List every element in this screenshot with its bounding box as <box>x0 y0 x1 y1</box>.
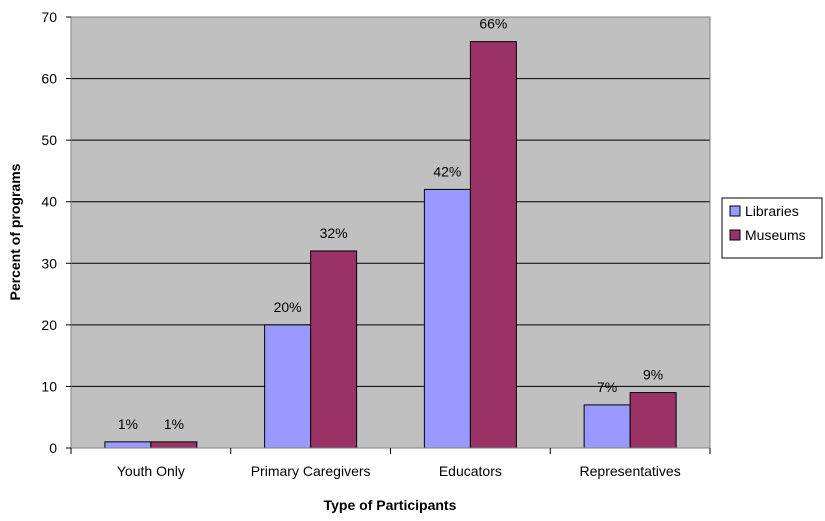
data-labels: 1% 1% 20% 32% 42% 66% 7% 9% <box>118 16 663 432</box>
data-label: 7% <box>597 379 617 395</box>
data-label: 32% <box>320 225 348 241</box>
y-tick-label: 70 <box>41 9 57 25</box>
y-tick-label: 0 <box>49 440 57 456</box>
y-tick-label: 60 <box>41 71 57 87</box>
data-label: 9% <box>643 367 663 383</box>
y-tick-label: 30 <box>41 255 57 271</box>
legend-label-museums: Museums <box>745 227 806 243</box>
y-axis-ticks: 0 10 20 30 40 50 60 70 <box>41 9 71 456</box>
bar-libraries-3 <box>583 404 631 449</box>
legend-label-libraries: Libraries <box>745 203 799 219</box>
x-tick-label: Primary Caregivers <box>251 463 371 479</box>
bar-museums-1 <box>310 250 358 449</box>
y-tick-label: 40 <box>41 194 57 210</box>
bar-libraries-2 <box>423 188 471 449</box>
data-label: 1% <box>118 416 138 432</box>
bar-museums-2 <box>469 41 517 449</box>
y-axis-title: Percent of programs <box>7 163 23 300</box>
bar-museums-3 <box>629 392 677 449</box>
data-label: 20% <box>274 299 302 315</box>
legend-swatch-libraries <box>729 205 741 217</box>
bars <box>104 41 677 449</box>
x-tick-label: Educators <box>439 463 502 479</box>
data-label: 42% <box>433 163 461 179</box>
x-tick-label: Youth Only <box>117 463 185 479</box>
bar-libraries-1 <box>264 324 312 449</box>
y-tick-label: 10 <box>41 378 57 394</box>
data-label: 66% <box>479 16 507 32</box>
y-tick-label: 20 <box>41 317 57 333</box>
legend: Libraries Museums <box>721 197 823 259</box>
plot-area <box>71 17 710 448</box>
x-axis-title: Type of Participants <box>324 497 457 513</box>
y-tick-label: 50 <box>41 132 57 148</box>
bar-museums-0 <box>150 441 198 449</box>
data-label: 1% <box>164 416 184 432</box>
bar-libraries-0 <box>104 441 152 449</box>
x-tick-label: Representatives <box>580 463 681 479</box>
x-axis-ticks: Youth Only Primary Caregivers Educators Rep… <box>70 448 711 479</box>
legend-swatch-museums <box>729 229 741 241</box>
